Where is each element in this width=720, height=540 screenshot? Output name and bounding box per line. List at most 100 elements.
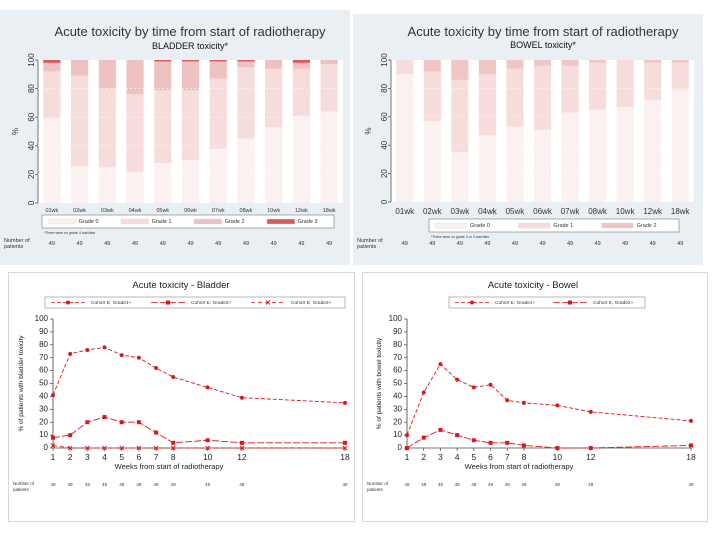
y-tick-label: 60 xyxy=(39,366,48,375)
x-tick-label: 1 xyxy=(51,452,56,462)
patients-count: 49 xyxy=(471,482,477,487)
y-tick-label: 20 xyxy=(27,169,36,178)
data-point xyxy=(521,400,526,405)
data-point xyxy=(488,382,493,387)
patients-label: Number of xyxy=(13,481,35,486)
data-point xyxy=(205,445,210,451)
x-axis-label: Weeks from start of radiotherapy xyxy=(115,462,224,471)
bar-segment xyxy=(561,65,579,113)
bar-segment xyxy=(451,152,469,202)
bar-segment xyxy=(237,60,255,62)
bar-segment xyxy=(292,115,311,203)
bar-segment xyxy=(181,60,200,62)
bowel-stacked-chart-panel: Acute toxicity by time from start of rad… xyxy=(353,14,703,265)
footnote: *There were no grade 3 or 4 toxicities xyxy=(431,235,489,239)
x-tick-label: 18wk xyxy=(671,207,691,216)
bar-segment xyxy=(616,60,634,107)
bladder-stacked-chart-panel: Acute toxicity by time from start of rad… xyxy=(0,10,350,265)
legend-label: Grade 1 xyxy=(152,219,172,225)
bar-segment xyxy=(209,148,227,203)
legend-label: Cohort E, Grade3+ xyxy=(291,300,332,306)
legend-key xyxy=(47,218,76,225)
series-line xyxy=(406,363,692,436)
legend-key xyxy=(193,218,222,225)
data-point xyxy=(171,375,176,380)
y-tick-label: 90 xyxy=(39,327,48,336)
patients-count: 49 xyxy=(438,482,444,487)
bar-segment xyxy=(533,65,552,130)
x-tick-label: 10wk xyxy=(267,208,280,214)
x-tick-label: 2 xyxy=(68,452,73,462)
bar-segment xyxy=(154,61,172,91)
bar-segment xyxy=(98,167,116,203)
patients-count: 49 xyxy=(239,482,245,487)
x-tick-label: 4 xyxy=(455,452,460,462)
bladder-line-chart: Acute toxicity - Bladder Cohort E, Grade1… xyxy=(13,280,350,492)
legend-marker xyxy=(166,300,170,305)
x-tick-label: 03wk xyxy=(101,208,114,214)
bar-segment xyxy=(98,60,116,89)
y-tick-label: 40 xyxy=(380,140,389,149)
legend-label: Grade 2 xyxy=(637,223,657,229)
x-tick-label: 18 xyxy=(686,452,696,462)
x-tick-label: 6 xyxy=(137,452,142,462)
y-tick-label: 60 xyxy=(380,112,389,121)
patients-count: 49 xyxy=(455,482,461,487)
y-tick-label: 10 xyxy=(39,430,48,439)
patients-count: 49 xyxy=(160,241,166,247)
chart-title: Acute toxicity - Bladder xyxy=(132,280,229,291)
bar-segment xyxy=(589,109,607,202)
series-line xyxy=(406,429,692,449)
patients-label: patients xyxy=(367,487,384,492)
bar-segment xyxy=(154,60,172,62)
x-tick-label: 1 xyxy=(405,452,410,462)
x-tick-label: 8 xyxy=(171,452,176,462)
patients-count: 49 xyxy=(271,241,277,247)
data-point xyxy=(50,443,56,448)
bar-segment xyxy=(533,129,552,202)
bar-segment xyxy=(644,62,662,100)
patients-label: patients xyxy=(357,244,377,250)
bar-segment xyxy=(423,71,441,122)
x-tick-label: 04wk xyxy=(129,208,142,214)
y-tick-label: 20 xyxy=(39,417,48,426)
data-point xyxy=(505,440,510,445)
x-tick-label: 4 xyxy=(102,452,107,462)
y-axis-label: % of patients with bladder toxicity xyxy=(18,335,25,432)
series-line xyxy=(52,416,345,444)
patients-label: Number of xyxy=(357,238,383,244)
legend-marker xyxy=(265,300,271,305)
data-point xyxy=(555,403,560,408)
legend-box xyxy=(44,296,346,309)
patients-count: 49 xyxy=(429,241,435,247)
bar-segment xyxy=(43,118,61,203)
patients-count: 49 xyxy=(77,241,83,247)
legend-label: Grade 0 xyxy=(79,219,99,225)
data-point xyxy=(239,445,245,451)
data-point xyxy=(455,433,460,438)
data-point xyxy=(689,443,693,448)
x-axis-label: Weeks from start of radiotherapy xyxy=(465,462,574,471)
data-point xyxy=(488,440,493,445)
y-tick-label: 20 xyxy=(393,417,402,426)
data-point xyxy=(119,445,125,451)
data-point xyxy=(471,438,476,443)
x-tick-label: 05wk xyxy=(156,208,169,214)
data-point xyxy=(68,433,73,438)
bar-segment xyxy=(43,60,61,63)
patients-count: 49 xyxy=(104,241,110,247)
data-point xyxy=(438,362,443,367)
data-point xyxy=(102,445,107,451)
bar-segment xyxy=(320,111,338,203)
patients-count: 49 xyxy=(102,482,108,487)
bar-segment xyxy=(589,60,607,63)
bar-segment xyxy=(154,90,172,163)
data-point xyxy=(421,435,426,440)
data-point xyxy=(343,400,347,405)
bar-segment xyxy=(70,75,89,166)
y-tick-label: 70 xyxy=(393,353,402,362)
x-tick-label: 03wk xyxy=(451,207,471,216)
chart-title: Acute toxicity by time from start of rad… xyxy=(55,24,326,39)
footnote: *There were no grade 4 toxicities xyxy=(44,231,95,235)
bar-segment xyxy=(181,160,200,203)
